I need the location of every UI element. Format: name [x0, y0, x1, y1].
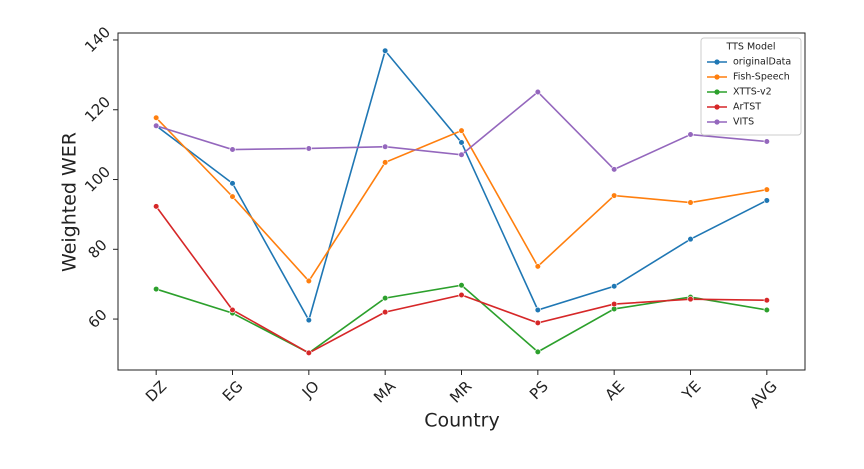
data-point: [305, 349, 312, 357]
x-tick-label: DZ: [142, 377, 170, 405]
x-tick-label: MA: [370, 377, 400, 407]
x-tick-label: MR: [446, 377, 475, 406]
data-point: [458, 282, 465, 289]
data-point: [153, 285, 160, 293]
data-point: [153, 203, 160, 210]
y-tick-label: 60: [85, 306, 111, 332]
data-point: [534, 88, 541, 96]
legend-label: Fish-Speech: [733, 72, 790, 83]
y-tick-label: 100: [81, 163, 114, 196]
data-point: [687, 296, 694, 303]
y-tick-label: 80: [85, 236, 111, 262]
legend-marker: [714, 119, 720, 125]
data-point: [458, 139, 465, 146]
series-line: [155, 49, 768, 323]
x-tick-label: YE: [678, 377, 705, 404]
data-point: [611, 300, 618, 308]
data-point: [382, 143, 389, 150]
data-point: [763, 197, 770, 204]
legend-label: VITS: [733, 117, 754, 128]
x-tick-label: EG: [219, 377, 247, 405]
data-point: [611, 192, 618, 199]
data-point: [687, 199, 694, 206]
legend-marker: [714, 89, 720, 95]
x-tick-label: AE: [601, 377, 628, 404]
data-point: [229, 193, 236, 200]
legend-marker: [714, 59, 720, 65]
data-point: [305, 277, 312, 285]
data-point: [382, 159, 389, 166]
data-point: [611, 283, 618, 290]
legend-label: ArTST: [733, 102, 761, 113]
data-point: [763, 297, 770, 304]
data-point: [458, 291, 465, 299]
x-tick-label: AVG: [746, 377, 781, 412]
data-point: [458, 127, 465, 134]
y-tick-label: 120: [81, 93, 114, 126]
data-point: [534, 306, 541, 314]
x-tick-label: JO: [298, 377, 323, 402]
data-point: [534, 319, 541, 327]
data-point: [153, 122, 160, 129]
data-point: [687, 131, 694, 138]
x-tick-label: PS: [526, 377, 552, 403]
data-point: [534, 348, 541, 355]
data-point: [382, 295, 389, 302]
data-point: [611, 166, 618, 173]
data-point: [305, 145, 312, 152]
legend-label: originalData: [733, 57, 791, 68]
data-point: [229, 180, 236, 187]
y-tick-label: 140: [81, 23, 114, 56]
data-point: [763, 186, 770, 193]
x-axis-label: Country: [424, 410, 499, 432]
data-point: [458, 151, 465, 158]
data-point: [382, 308, 389, 316]
legend-title: TTS Model: [725, 42, 775, 53]
data-point: [534, 263, 541, 270]
data-point: [305, 317, 312, 324]
data-point: [229, 306, 236, 314]
legend-marker: [714, 104, 720, 110]
data-point: [763, 138, 770, 145]
data-point: [763, 306, 770, 314]
data-point: [687, 236, 694, 243]
series-line: [155, 205, 767, 354]
y-axis-label: Weighted WER: [59, 132, 81, 272]
data-point: [153, 114, 160, 121]
data-point: [229, 146, 236, 153]
legend-marker: [714, 74, 720, 80]
data-point: [382, 47, 389, 54]
legend-label: XTTS-v2: [733, 87, 772, 98]
